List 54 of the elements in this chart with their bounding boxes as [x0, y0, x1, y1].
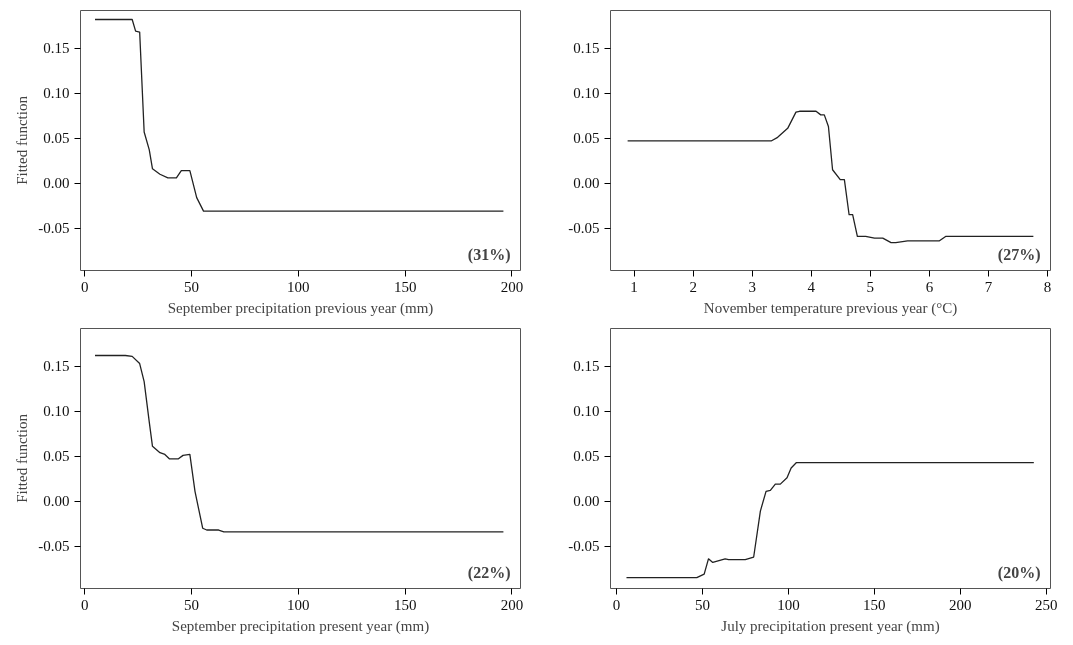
x-axis-title: September precipitation previous year (mm) [167, 299, 434, 317]
y-tick-label: -0.05 [38, 538, 70, 555]
x-tick-label: 2 [689, 278, 697, 295]
x-tick-label: 100 [287, 278, 310, 295]
x-tick-label: 0 [81, 278, 89, 295]
x-tick-label: 8 [1043, 278, 1052, 295]
annotation: (20%) [997, 563, 1041, 582]
y-tick-label: 0.00 [573, 175, 600, 192]
y-tick-label: 0.10 [43, 403, 70, 420]
y-tick-label: 0.15 [573, 358, 600, 375]
y-tick-label: 0.10 [43, 85, 70, 102]
x-tick-label: 3 [748, 278, 756, 295]
y-tick-label: -0.05 [568, 220, 600, 237]
x-tick-label: 6 [925, 278, 934, 295]
x-tick-label: 50 [184, 278, 200, 295]
x-tick-label: 0 [612, 596, 621, 613]
y-tick-label: 0.05 [43, 448, 70, 465]
y-tick-label: 0.00 [43, 493, 70, 510]
y-axis-title: Fitted function [14, 95, 31, 185]
annotation: (27%) [997, 245, 1041, 264]
y-tick-label: 0.15 [573, 40, 600, 57]
x-axis-title: September precipitation present year (mm) [171, 617, 430, 635]
x-tick-label: 200 [949, 596, 972, 613]
x-tick-label: 150 [863, 596, 886, 613]
y-tick-label: 0.05 [573, 130, 600, 147]
x-axis-title: July precipitation present year (mm) [721, 617, 940, 635]
x-tick-label: 200 [500, 278, 524, 295]
y-axis-title: Fitted function [14, 413, 31, 503]
annotation: (22%) [467, 563, 511, 582]
x-tick-label: 4 [807, 278, 816, 295]
x-tick-label: 0 [81, 596, 89, 613]
x-tick-label: 50 [184, 596, 200, 613]
x-tick-label: 250 [1034, 596, 1058, 613]
x-tick-label: 50 [694, 596, 710, 613]
y-tick-label: 0.00 [43, 175, 70, 192]
x-tick-label: 150 [393, 278, 417, 295]
y-tick-label: 0.05 [573, 448, 600, 465]
x-tick-label: 150 [393, 596, 417, 613]
x-tick-label: 200 [500, 596, 524, 613]
y-tick-label: 0.15 [43, 358, 70, 375]
x-tick-label: 5 [866, 278, 875, 295]
x-tick-label: 100 [287, 596, 310, 613]
y-tick-label: 0.15 [43, 40, 70, 57]
x-tick-label: 1 [630, 278, 638, 295]
y-tick-label: 0.10 [573, 403, 600, 420]
y-tick-label: -0.05 [568, 538, 600, 555]
y-tick-label: -0.05 [38, 220, 70, 237]
x-tick-label: 100 [777, 596, 800, 613]
y-tick-label: 0.05 [43, 130, 70, 147]
annotation: (31%) [467, 245, 511, 264]
x-axis-title: November temperature previous year (°C) [703, 299, 958, 317]
x-tick-label: 7 [984, 278, 993, 295]
y-tick-label: 0.00 [573, 493, 600, 510]
y-tick-label: 0.10 [573, 85, 600, 102]
